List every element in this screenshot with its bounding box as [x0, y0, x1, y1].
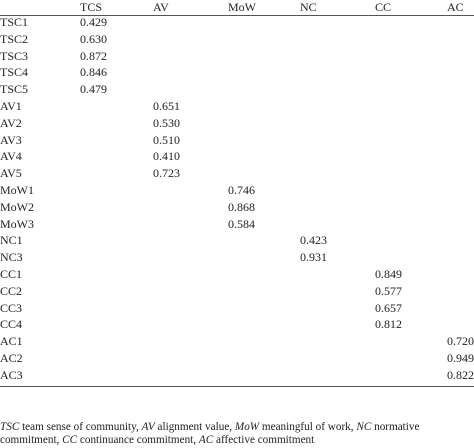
row-label: TSC4 [0, 65, 29, 80]
footnote: TSC team sense of community, AV alignmen… [0, 421, 474, 446]
loading-value: 0.479 [80, 82, 107, 97]
loading-value: 0.657 [375, 300, 402, 315]
definition: continuance commitment, [77, 433, 199, 446]
loading-value: 0.949 [447, 351, 474, 365]
loading-value: 0.872 [80, 48, 107, 63]
row-label: AC2 [0, 351, 23, 365]
column-header: AC [447, 0, 464, 14]
row-label: AC3 [0, 367, 23, 382]
column-header: AV [153, 0, 169, 14]
abbreviation: AC [198, 433, 214, 446]
row-label: MoW2 [0, 199, 34, 214]
loading-value: 0.723 [153, 166, 180, 181]
row-label: TSC5 [0, 82, 29, 97]
row-label: MoW1 [0, 183, 34, 197]
row-label: AV4 [0, 149, 22, 164]
row-label: AV1 [0, 99, 22, 113]
row-label: AV2 [0, 115, 22, 130]
loading-value: 0.746 [228, 183, 255, 197]
row-label: MoW3 [0, 216, 34, 231]
loading-value: 0.410 [153, 149, 180, 164]
definition: normative commitment, [0, 421, 420, 446]
row-label: TSC2 [0, 31, 29, 46]
loading-value: 0.510 [153, 132, 180, 147]
row-label: NC1 [0, 233, 23, 248]
loading-value: 0.849 [375, 267, 402, 281]
loading-value: 0.429 [80, 15, 107, 29]
loading-value: 0.720 [447, 334, 474, 349]
row-label: CC4 [0, 317, 23, 332]
abbreviation: CC [62, 433, 78, 446]
loading-value: 0.846 [80, 65, 107, 80]
row-label: NC3 [0, 250, 23, 265]
row-label: CC3 [0, 300, 23, 315]
loading-value: 0.423 [300, 233, 327, 248]
definition: alignment value, [154, 421, 235, 433]
loading-value: 0.868 [228, 199, 255, 214]
loading-value: 0.822 [447, 367, 474, 382]
column-header: MoW [228, 0, 256, 14]
loading-value: 0.812 [375, 317, 402, 332]
row-label: TSC3 [0, 48, 29, 63]
loading-value: 0.577 [375, 283, 402, 298]
row-label: AV5 [0, 166, 22, 181]
loading-value: 0.931 [300, 250, 327, 265]
abbreviation: TSC [0, 421, 20, 433]
bottom-rule [0, 385, 474, 387]
column-header: TCS [80, 0, 103, 14]
column-header: NC [300, 0, 317, 14]
definition: affective commitment [213, 433, 315, 446]
row-label: AV3 [0, 132, 22, 147]
loading-value: 0.651 [153, 99, 180, 113]
loading-value: 0.584 [228, 216, 255, 231]
loading-value: 0.630 [80, 31, 107, 46]
header-rule [0, 15, 474, 16]
column-header: CC [375, 0, 392, 14]
abbreviation: MoW [234, 421, 260, 433]
row-label: CC1 [0, 267, 23, 281]
loading-value: 0.530 [153, 115, 180, 130]
definition: meaningful of work, [259, 421, 357, 433]
row-label: TSC1 [0, 15, 29, 29]
row-label: AC1 [0, 334, 23, 349]
row-label: CC2 [0, 283, 23, 298]
abbreviation: AV [141, 421, 155, 433]
abbreviation: NC [356, 421, 372, 433]
definition: team sense of community, [19, 421, 142, 433]
